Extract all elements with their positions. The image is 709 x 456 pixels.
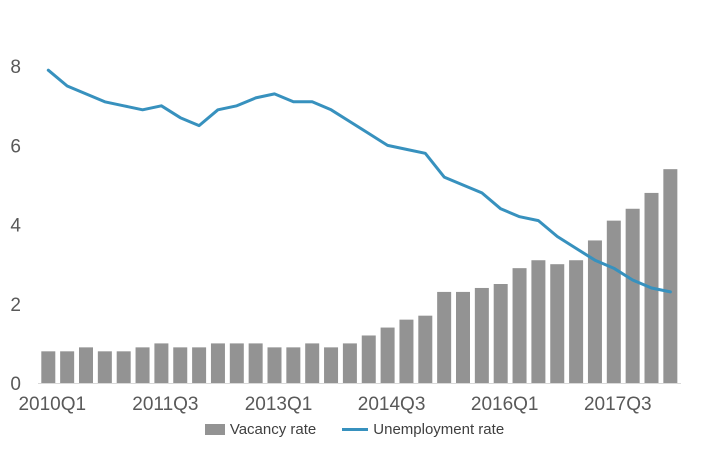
x-tick-label: 2014Q3 — [358, 394, 426, 415]
bar-2017Q4 — [625, 208, 640, 383]
bar-2010Q2 — [60, 351, 75, 383]
bar-2010Q4 — [97, 351, 112, 383]
bar-2014Q4 — [399, 319, 414, 383]
bar-2013Q1 — [267, 347, 282, 383]
bar-2010Q3 — [79, 347, 93, 383]
bar-2012Q4 — [248, 343, 263, 383]
bar-2017Q3 — [606, 220, 621, 383]
chart-legend: Vacancy rate Unemployment rate — [0, 421, 709, 438]
x-tick-label: 2016Q1 — [471, 394, 539, 415]
bar-2011Q1 — [116, 351, 131, 383]
bar-2014Q1 — [342, 343, 357, 383]
y-tick-label: 2 — [10, 295, 21, 316]
legend-label-vacancy-rate: Vacancy rate — [229, 421, 317, 438]
bar-2010Q1 — [41, 351, 56, 383]
bar-2014Q3 — [380, 327, 395, 383]
bar-swatch-icon — [204, 424, 225, 435]
bar-2011Q4 — [173, 347, 188, 383]
legend-label-unemployment-rate: Unemployment rate — [373, 421, 505, 438]
bar-2017Q1 — [569, 260, 584, 383]
x-tick-label: 2010Q1 — [18, 394, 86, 415]
bar-2011Q2 — [135, 347, 150, 383]
bar-2012Q3 — [229, 343, 244, 383]
bar-2012Q1 — [192, 347, 207, 383]
bar-2013Q4 — [324, 347, 339, 383]
bar-2013Q2 — [286, 347, 301, 383]
bar-2016Q1 — [493, 284, 508, 383]
x-tick-label: 2017Q3 — [584, 394, 652, 415]
bar-2015Q1 — [418, 315, 433, 383]
y-tick-label: 4 — [10, 216, 21, 237]
bar-2016Q4 — [550, 264, 565, 383]
legend-item-unemployment-rate: Unemployment rate — [342, 421, 504, 438]
bar-2016Q2 — [512, 268, 527, 383]
bar-2015Q2 — [437, 291, 452, 383]
bar-2011Q3 — [154, 343, 169, 383]
bar-2017Q2 — [587, 240, 602, 383]
unemployment-rate-line — [46, 68, 672, 294]
y-tick-label: 8 — [10, 57, 21, 78]
y-tick-label: 0 — [10, 374, 21, 395]
line-swatch-icon — [342, 428, 369, 431]
bar-2012Q2 — [210, 343, 225, 383]
bar-2015Q3 — [456, 291, 470, 383]
legend-item-vacancy-rate: Vacancy rate — [204, 421, 317, 438]
x-tick-label: 2013Q1 — [245, 394, 313, 415]
bar-2014Q2 — [361, 335, 376, 383]
bar-2015Q4 — [474, 287, 489, 383]
bar-2016Q3 — [531, 260, 546, 383]
y-tick-label: 6 — [10, 136, 21, 157]
x-tick-label: 2011Q3 — [132, 394, 198, 415]
bar-2013Q3 — [305, 343, 320, 383]
bar-2018Q2 — [663, 169, 678, 383]
